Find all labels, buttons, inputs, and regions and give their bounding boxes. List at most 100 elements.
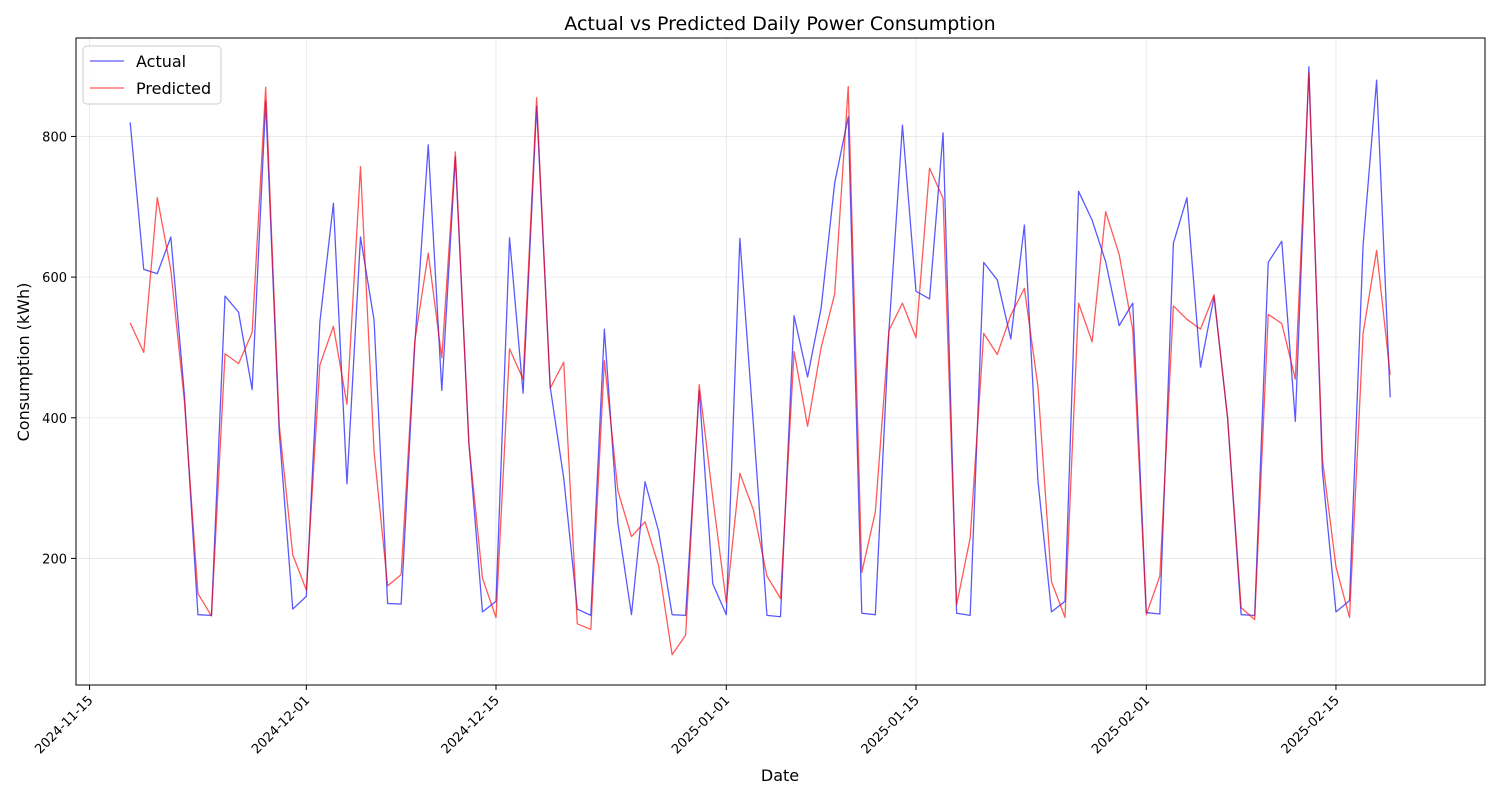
data-point-actual [1050, 610, 1053, 613]
data-point-actual [291, 608, 294, 611]
data-point-actual [603, 328, 606, 331]
data-point-actual [1091, 219, 1094, 222]
data-point-actual [318, 321, 321, 324]
data-point-predicted [955, 603, 958, 606]
data-point-predicted [1104, 210, 1107, 213]
data-point-actual [1009, 338, 1012, 341]
chart-title: Actual vs Predicted Daily Power Consumpt… [564, 13, 995, 35]
data-point-predicted [400, 573, 403, 576]
data-point-actual [738, 237, 741, 240]
data-point-actual [711, 582, 714, 585]
data-point-predicted [1158, 574, 1161, 577]
data-point-actual [671, 613, 674, 616]
data-point-actual [156, 272, 159, 275]
series-actual [129, 65, 1392, 618]
data-point-actual [237, 311, 240, 314]
data-point-predicted [1267, 313, 1270, 316]
data-point-actual [982, 261, 985, 264]
data-point-predicted [711, 496, 714, 499]
data-point-predicted [996, 353, 999, 356]
data-point-predicted [901, 302, 904, 305]
data-point-predicted [345, 403, 348, 406]
data-point-predicted [1009, 314, 1012, 317]
data-point-actual [1307, 65, 1310, 68]
data-point-predicted [1321, 458, 1324, 461]
data-point-actual [1036, 479, 1039, 482]
series-predicted [129, 72, 1392, 656]
data-point-actual [1294, 420, 1297, 423]
data-point-predicted [562, 361, 565, 364]
data-point-actual [345, 482, 348, 485]
data-point-actual [129, 121, 132, 124]
data-point-predicted [156, 196, 159, 199]
data-point-actual [820, 307, 823, 310]
data-point-actual [142, 268, 145, 271]
data-point-predicted [1118, 253, 1121, 256]
data-point-actual [169, 236, 172, 239]
data-point-actual [860, 612, 863, 615]
data-point-predicted [1253, 618, 1256, 621]
series-line-predicted [129, 72, 1391, 656]
data-point-actual [969, 614, 972, 617]
data-point-predicted [928, 167, 931, 170]
data-point-actual [1118, 324, 1121, 327]
data-point-actual [1240, 613, 1243, 616]
data-point-actual [1389, 396, 1392, 399]
data-point-predicted [779, 597, 782, 600]
data-point-predicted [616, 489, 619, 492]
data-point-predicted [332, 325, 335, 328]
data-point-predicted [427, 252, 430, 255]
data-point-predicted [820, 346, 823, 349]
data-point-predicted [318, 364, 321, 367]
y-tick-label: 200 [42, 552, 67, 567]
data-point-actual [386, 602, 389, 605]
data-point-predicted [576, 622, 579, 625]
x-axis-label: Date [761, 766, 799, 785]
data-point-predicted [657, 564, 660, 567]
data-point-actual [765, 614, 768, 617]
data-point-actual [616, 522, 619, 525]
data-point-predicted [942, 197, 945, 200]
data-point-predicted [210, 615, 213, 618]
data-point-predicted [765, 574, 768, 577]
data-point-actual [224, 295, 227, 298]
data-point-predicted [793, 350, 796, 353]
data-point-actual [1334, 610, 1337, 613]
data-point-actual [400, 603, 403, 606]
legend: Actual Predicted [82, 45, 222, 105]
data-point-predicted [1240, 606, 1243, 609]
data-point-actual [942, 131, 945, 134]
data-point-actual [833, 181, 836, 184]
data-point-actual [914, 290, 917, 293]
data-point-actual [522, 392, 525, 395]
data-point-predicted [671, 653, 674, 656]
data-point-actual [562, 477, 565, 480]
data-point-predicted [589, 628, 592, 631]
data-point-predicted [481, 577, 484, 580]
y-tick-label: 400 [42, 412, 67, 427]
data-point-predicted [278, 423, 281, 426]
data-point-actual [373, 319, 376, 322]
plot-area-frame [75, 37, 1486, 686]
data-point-actual [332, 202, 335, 205]
data-point-actual [1185, 196, 1188, 199]
data-point-predicted [684, 634, 687, 637]
data-point-predicted [264, 86, 267, 89]
data-point-actual [1267, 261, 1270, 264]
data-point-predicted [508, 347, 511, 350]
data-point-actual [1375, 79, 1378, 82]
data-point-actual [874, 613, 877, 616]
data-point-predicted [1389, 373, 1392, 376]
legend-label-predicted: Predicted [136, 79, 211, 98]
data-point-predicted [1131, 328, 1134, 331]
data-point-predicted [1334, 565, 1337, 568]
data-point-predicted [1185, 318, 1188, 321]
data-point-predicted [549, 387, 552, 390]
data-point-predicted [291, 553, 294, 556]
data-point-actual [196, 613, 199, 616]
data-point-actual [955, 612, 958, 615]
data-point-actual [996, 278, 999, 281]
data-point-predicted [169, 269, 172, 272]
data-point-predicted [738, 472, 741, 475]
data-point-actual [1172, 242, 1175, 245]
